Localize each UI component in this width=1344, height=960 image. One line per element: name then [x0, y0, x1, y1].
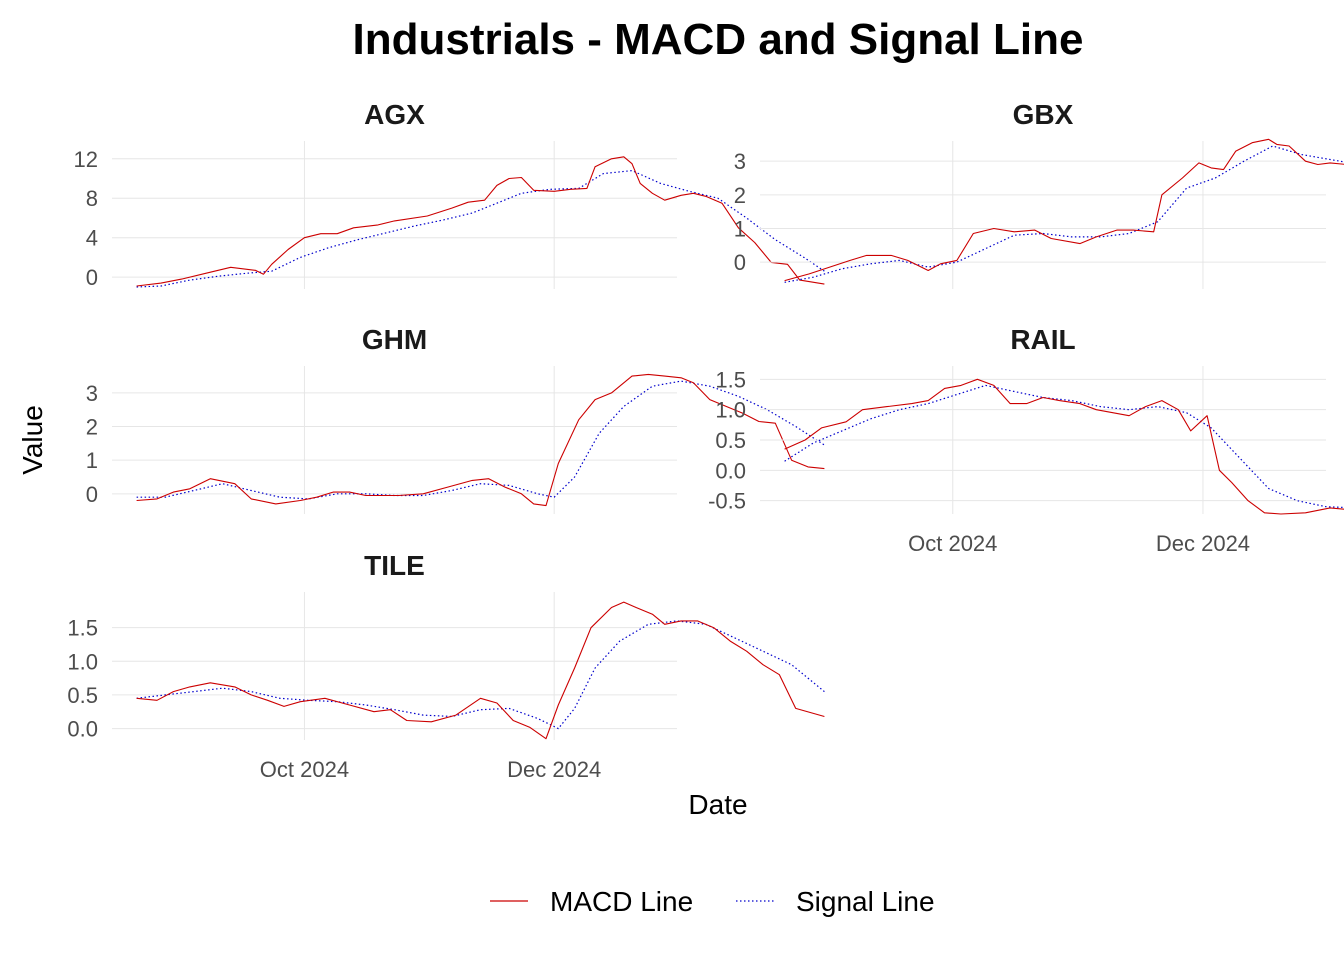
y-tick-label: 12 [74, 147, 98, 172]
y-tick-label: 0 [86, 265, 98, 290]
signal-line-tile [136, 620, 825, 730]
y-tick-label: 1 [734, 216, 746, 241]
signal-line-rail [784, 384, 1344, 509]
y-tick-label: 8 [86, 186, 98, 211]
x-tick-label: Oct 2024 [908, 531, 997, 556]
panel-title-tile: TILE [364, 550, 425, 581]
panel-tile: TILE Oct 2024 Dec 2024 0.0 0.5 1.0 1.5 [67, 550, 825, 782]
y-tick-label: 2 [734, 183, 746, 208]
y-axis-title: Value [17, 405, 48, 475]
y-tick-label: 0.0 [67, 717, 98, 742]
panel-title-ghm: GHM [362, 324, 427, 355]
y-tick-label: 4 [86, 226, 98, 251]
y-tick-label: 1.0 [715, 398, 746, 423]
y-tick-label: 0 [734, 250, 746, 275]
y-tick-label: -0.5 [708, 489, 746, 514]
x-tick-label: Dec 2024 [1156, 531, 1250, 556]
legend: MACD Line Signal Line [490, 886, 935, 917]
y-tick-label: 2 [86, 415, 98, 440]
x-tick-label: Oct 2024 [260, 757, 349, 782]
y-tick-label: 1.5 [715, 367, 746, 392]
y-tick-label: 1 [86, 448, 98, 473]
panel-title-gbx: GBX [1013, 99, 1074, 130]
signal-line-agx [136, 170, 825, 288]
y-tick-label: 0 [86, 482, 98, 507]
legend-label-macd: MACD Line [550, 886, 693, 917]
signal-line-gbx [784, 145, 1344, 283]
y-tick-label: 3 [734, 149, 746, 174]
y-tick-label: 1.5 [67, 616, 98, 641]
macd-line-tile [136, 601, 825, 740]
y-tick-label: 0.0 [715, 458, 746, 483]
panel-rail: RAIL Oct 2024 Dec 2024 -0.5 0.0 0.5 1.0 1.5 [708, 324, 1344, 556]
legend-label-signal: Signal Line [796, 886, 935, 917]
panel-title-rail: RAIL [1010, 324, 1075, 355]
panel-title-agx: AGX [364, 99, 425, 130]
y-tick-label: 0.5 [67, 683, 98, 708]
x-tick-label: Dec 2024 [507, 757, 601, 782]
panel-gbx: GBX 0 1 2 3 [734, 99, 1344, 289]
macd-line-ghm [136, 373, 825, 507]
panel-ghm: GHM 0 1 2 3 [86, 324, 825, 514]
chart-title: Industrials - MACD and Signal Line [353, 15, 1084, 64]
macd-line-agx [136, 156, 825, 287]
x-axis-title: Date [688, 789, 747, 820]
y-tick-label: 0.5 [715, 428, 746, 453]
macd-line-gbx [784, 138, 1344, 282]
y-tick-label: 1.0 [67, 649, 98, 674]
y-tick-label: 3 [86, 381, 98, 406]
